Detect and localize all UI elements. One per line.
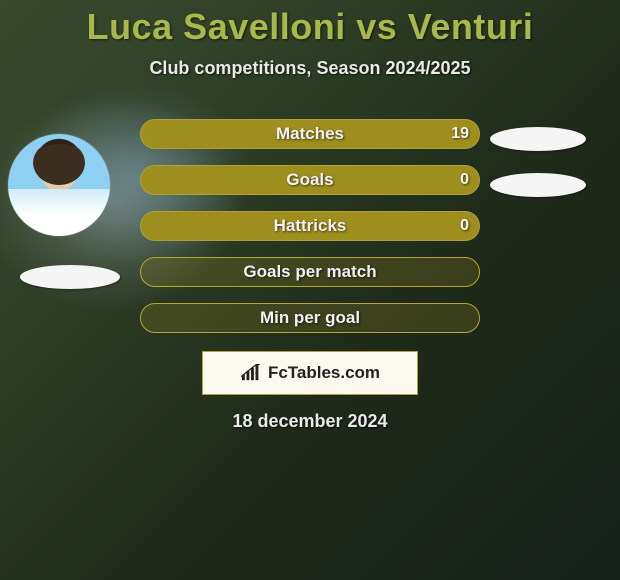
stat-row: Goals per match — [140, 257, 480, 287]
content-root: Luca Savelloni vs Venturi Club competiti… — [0, 0, 620, 580]
side-ellipse — [20, 265, 120, 289]
stat-value: 0 — [460, 171, 469, 189]
stat-value: 0 — [460, 217, 469, 235]
date-label: 18 december 2024 — [232, 411, 387, 432]
subtitle: Club competitions, Season 2024/2025 — [149, 58, 470, 79]
brand-text: FcTables.com — [268, 363, 380, 383]
brand-chart-icon — [240, 364, 262, 382]
stat-value: 19 — [451, 125, 469, 143]
stat-label: Hattricks — [274, 216, 347, 236]
stat-bars: Matches 19 Goals 0 Hattricks 0 Goals per match… — [0, 119, 620, 333]
stat-bar: Hattricks 0 — [140, 211, 480, 241]
page-title: Luca Savelloni vs Venturi — [87, 6, 534, 48]
stat-bar: Goals 0 — [140, 165, 480, 195]
stat-label: Goals per match — [243, 262, 376, 282]
stat-row: Hattricks 0 — [140, 211, 480, 241]
stat-row: Goals 0 — [140, 165, 480, 195]
stat-label: Goals — [286, 170, 333, 190]
stat-bar: Goals per match — [140, 257, 480, 287]
stat-row: Min per goal — [140, 303, 480, 333]
stat-row: Matches 19 — [140, 119, 480, 149]
stat-bar: Min per goal — [140, 303, 480, 333]
stat-label: Min per goal — [260, 308, 360, 328]
stat-label: Matches — [276, 124, 344, 144]
stat-bar: Matches 19 — [140, 119, 480, 149]
side-ellipse — [490, 127, 586, 151]
side-ellipse — [490, 173, 586, 197]
brand-box: FcTables.com — [202, 351, 418, 395]
